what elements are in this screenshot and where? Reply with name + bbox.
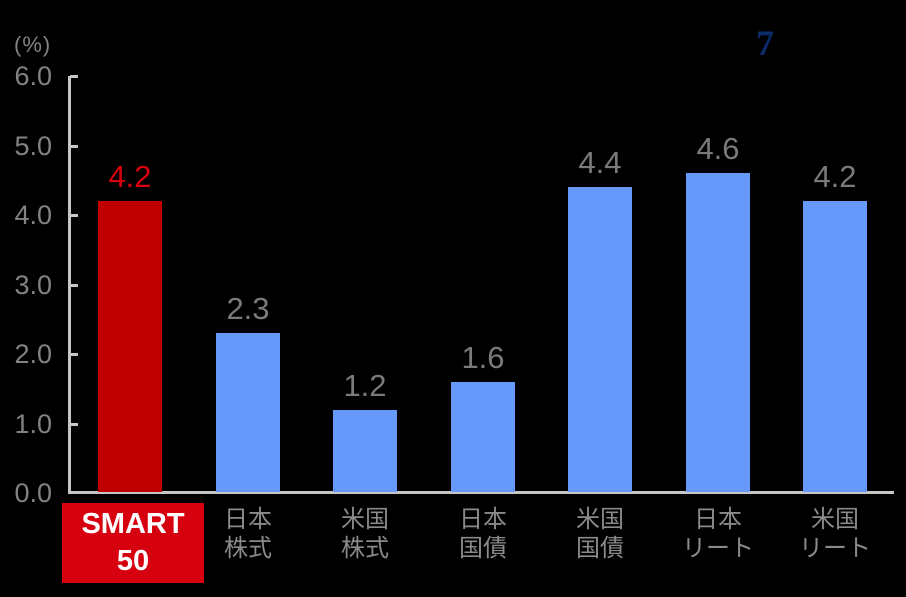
y-axis-tick [70, 214, 78, 217]
bar-highlight [98, 201, 162, 492]
y-axis-tick-label: 6.0 [14, 61, 52, 91]
bar [686, 173, 750, 492]
category-label-line: 米国 [341, 506, 389, 533]
bar-value-label: 1.6 [461, 340, 505, 375]
category-label-line: 国債 [459, 535, 507, 562]
x-axis-line [68, 491, 894, 494]
bar [333, 410, 397, 492]
bar-value-label: 2.3 [226, 291, 270, 326]
y-axis-line [68, 76, 71, 494]
page-number: 7 [756, 23, 774, 63]
category-label-line: 株式 [341, 535, 389, 562]
y-axis-tick [70, 423, 78, 426]
y-axis-tick-label: 5.0 [14, 131, 52, 161]
y-axis-tick-label: 4.0 [14, 200, 52, 230]
category-label: 米国 株式 [305, 505, 425, 563]
bar-value-label: 4.4 [578, 145, 622, 180]
y-axis-tick-label: 1.0 [14, 409, 52, 439]
y-axis-tick-label: 0.0 [14, 478, 52, 508]
bar [216, 333, 280, 492]
category-label: 日本 リート [658, 505, 778, 563]
category-label: 日本 国債 [423, 505, 543, 563]
y-axis-tick [70, 145, 78, 148]
category-label-highlight: SMART 50 [62, 503, 204, 583]
category-label-line: 50 [116, 545, 150, 577]
y-axis-tick-label: 3.0 [14, 270, 52, 300]
bar-value-label: 4.6 [696, 131, 740, 166]
y-axis-tick-label: 2.0 [14, 339, 52, 369]
category-label-line: リート [799, 535, 871, 562]
bar-value-label: 4.2 [108, 159, 152, 194]
category-label-line: 株式 [224, 535, 272, 562]
category-label: 米国 リート [775, 505, 895, 563]
category-label-line: SMART [81, 508, 185, 540]
category-label-line: リート [682, 535, 754, 562]
category-label-line: 日本 [459, 506, 507, 533]
y-axis-unit-label: (%) [14, 32, 52, 57]
category-label-line: 日本 [224, 506, 272, 533]
category-label: 米国 国債 [540, 505, 660, 563]
bar-value-label: 4.2 [813, 159, 857, 194]
category-label: 日本 株式 [188, 505, 308, 563]
y-axis-tick [70, 353, 78, 356]
category-label-line: 米国 [576, 506, 624, 533]
bar-value-label: 1.2 [343, 368, 387, 403]
y-axis-tick [70, 75, 78, 78]
y-axis-tick [70, 284, 78, 287]
bar [803, 201, 867, 492]
category-label-line: 国債 [576, 535, 624, 562]
bar [451, 382, 515, 492]
category-label-line: 日本 [694, 506, 742, 533]
category-label-line: 米国 [811, 506, 859, 533]
bar [568, 187, 632, 492]
